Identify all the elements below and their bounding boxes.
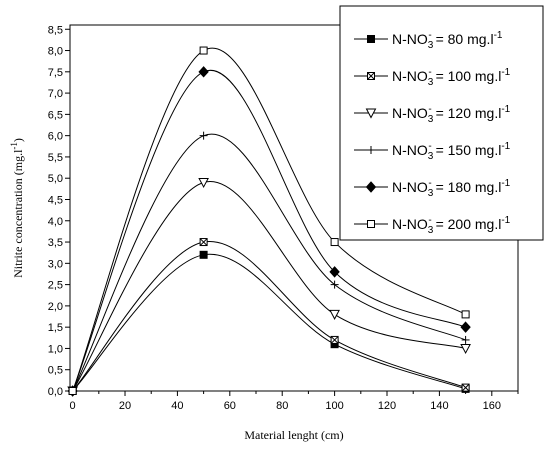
legend-label: N-NO3- = 150 mg.l-1 <box>392 141 511 162</box>
y-axis-title: Nitrite concentration (mg.l-1) <box>9 138 25 278</box>
y-tick-label: 8,0 <box>48 46 63 58</box>
legend-item: N-NO3- = 180 mg.l-1 <box>354 178 511 199</box>
x-tick-label: 140 <box>430 400 448 412</box>
y-tick-label: 0,0 <box>48 386 63 398</box>
data-point <box>461 383 470 392</box>
data-point <box>461 335 470 344</box>
y-tick-label: 4,0 <box>48 216 63 228</box>
y-tick-label: 1,5 <box>48 322 63 334</box>
legend-label: N-NO3- = 100 mg.l-1 <box>392 67 511 88</box>
x-tick-label: 60 <box>224 400 236 412</box>
data-point <box>199 131 208 140</box>
y-tick-label: 5,5 <box>48 152 63 164</box>
legend-marker <box>367 72 375 80</box>
data-point <box>461 310 470 319</box>
x-tick-label: 160 <box>483 400 501 412</box>
legend-item: N-NO3- = 80 mg.l-1 <box>354 30 503 51</box>
legend-label: N-NO3- = 180 mg.l-1 <box>392 178 511 199</box>
y-tick-label: 2,5 <box>48 280 63 292</box>
y-tick-label: 3,0 <box>48 258 63 270</box>
legend-box <box>339 5 544 241</box>
y-tick-label: 0,5 <box>48 365 63 377</box>
y-tick-label: 4,5 <box>48 194 63 206</box>
y-tick-label: 7,0 <box>48 88 63 100</box>
legend: N-NO3- = 80 mg.l-1 N-NO3- = 100 mg.l-1 N-N… <box>339 5 544 241</box>
x-tick-label: 0 <box>70 400 76 412</box>
legend-label: N-NO3- = 80 mg.l-1 <box>392 30 503 51</box>
x-tick-label: 100 <box>325 400 343 412</box>
legend-marker <box>365 181 377 193</box>
y-tick-label: 7,5 <box>48 67 63 79</box>
series-line-4 <box>72 133 466 392</box>
x-axis-title: Material lenght (cm) <box>244 428 343 442</box>
x-tick-label: 120 <box>378 400 396 412</box>
data-point <box>329 309 340 320</box>
y-tick-label: 3,5 <box>48 237 63 249</box>
legend-item: N-NO3- = 100 mg.l-1 <box>354 67 511 88</box>
data-point <box>460 321 471 333</box>
data-point <box>199 250 208 259</box>
data-point <box>330 335 339 344</box>
series-line-2 <box>72 241 466 392</box>
legend-marker <box>367 220 375 228</box>
x-tick-label: 80 <box>276 400 288 412</box>
series-line-3 <box>72 181 466 392</box>
data-point <box>330 238 339 247</box>
data-point <box>460 343 471 355</box>
legend-marker <box>367 35 375 43</box>
legend-item: N-NO3- = 200 mg.l-1 <box>354 215 511 236</box>
y-tick-label: 5,0 <box>48 173 63 185</box>
data-point <box>199 46 208 55</box>
y-tick-label: 6,0 <box>48 131 63 143</box>
data-point <box>68 387 77 395</box>
data-point <box>198 66 209 78</box>
legend-marker <box>367 146 375 154</box>
legend-marker <box>365 108 377 119</box>
y-tick-label: 8,5 <box>48 24 63 36</box>
data-point <box>329 266 340 278</box>
x-tick-label: 20 <box>119 400 131 412</box>
legend-label: N-NO3- = 120 mg.l-1 <box>392 104 511 125</box>
legend-label: N-NO3- = 200 mg.l-1 <box>392 215 511 236</box>
series-line-1 <box>72 253 466 392</box>
series-line-5 <box>72 69 466 392</box>
x-tick-label: 40 <box>171 400 183 412</box>
legend-item: N-NO3- = 150 mg.l-1 <box>354 141 511 162</box>
y-tick-label: 6,5 <box>48 109 63 121</box>
legend-item: N-NO3- = 120 mg.l-1 <box>354 104 511 125</box>
y-tick-label: 1,0 <box>48 343 63 355</box>
data-point <box>330 280 339 289</box>
y-tick-label: 2,0 <box>48 301 63 313</box>
data-point <box>198 177 209 189</box>
series-line-6 <box>72 47 466 392</box>
data-point <box>199 238 208 247</box>
